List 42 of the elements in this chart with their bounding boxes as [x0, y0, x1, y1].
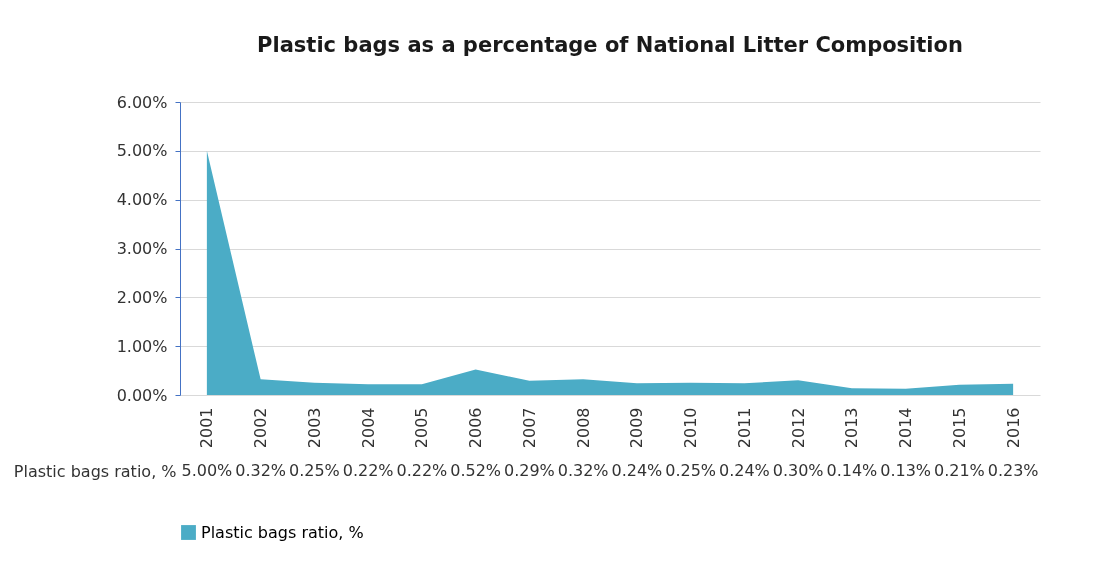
data-label: 0.29%	[503, 461, 555, 480]
x-tick-label: 2013	[842, 407, 862, 449]
data-label: 0.30%	[772, 461, 824, 480]
data-label: 0.22%	[342, 461, 394, 480]
y-tick-label: 3.00%	[116, 239, 168, 258]
x-tick-label: 2014	[896, 407, 916, 449]
x-tick-label: 2003	[304, 407, 324, 449]
data-label: 0.23%	[987, 461, 1039, 480]
x-tick-label: 2008	[573, 407, 593, 449]
y-tick-label: 2.00%	[116, 287, 168, 307]
data-label: 0.32%	[235, 461, 287, 480]
x-tick-label: 2011	[734, 407, 754, 449]
data-label: 0.25%	[288, 461, 340, 480]
x-tick-label: 2009	[627, 407, 647, 449]
data-label: 0.14%	[826, 461, 878, 480]
legend-label: Plastic bags ratio, %	[201, 522, 364, 542]
y-tick-label: 1.00%	[116, 336, 168, 356]
x-tick-label: 2010	[681, 407, 701, 449]
x-tick-label: 2002	[251, 407, 271, 449]
x-tick-label: 2001	[197, 407, 217, 449]
text: Plastic bags ratio, %	[13, 461, 177, 481]
data-label: 5.00%	[181, 461, 233, 480]
chart-title: Plastic bags as a percentage of National Litter Composition	[257, 33, 963, 57]
x-tick-label: 2006	[466, 407, 486, 449]
data-label: 0.52%	[450, 461, 502, 480]
data-label: 0.24%	[718, 461, 770, 480]
x-tick-label: 2005	[412, 407, 432, 449]
x-tick-label: 2004	[358, 407, 378, 449]
data-label: 0.25%	[665, 461, 717, 480]
data-label: 0.13%	[880, 461, 932, 480]
x-tick-label: 2012	[788, 407, 808, 449]
y-tick-label: 6.00%	[116, 92, 168, 112]
data-label: 0.24%	[611, 461, 663, 480]
data-label: 0.21%	[933, 461, 985, 480]
y-tick-label: 0.00%	[116, 385, 168, 405]
x-tick-label: 2016	[1003, 407, 1023, 449]
x-tick-label: 2007	[519, 407, 539, 449]
data-label: 0.22%	[396, 461, 448, 480]
y-tick-label: 4.00%	[116, 190, 168, 210]
data-label: 0.32%	[557, 461, 609, 480]
y-tick-label: 5.00%	[116, 141, 168, 161]
x-tick-label: 2015	[949, 407, 969, 449]
